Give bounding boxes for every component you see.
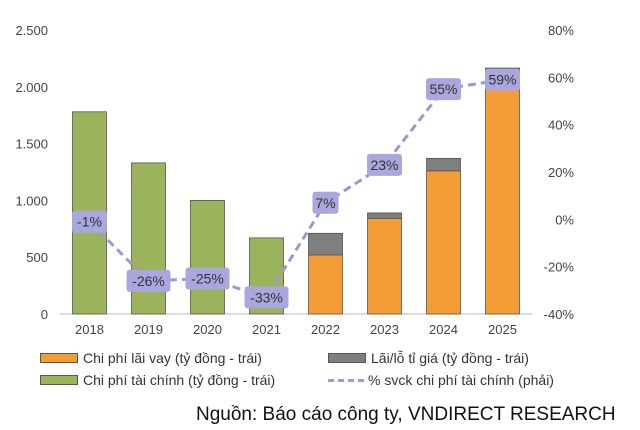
bar	[308, 254, 343, 315]
legend-label: % svck chi phí tài chính (phải)	[368, 372, 554, 388]
data-label: 59%	[488, 72, 516, 88]
x-tick: 2019	[134, 322, 163, 337]
data-label: -1%	[77, 214, 102, 230]
legend-label: Chi phí lãi vay (tỷ đồng - trái)	[83, 350, 262, 366]
legend-item-interest: Chi phí lãi vay (tỷ đồng - trái)	[40, 350, 262, 366]
y-right-tick: 80%	[548, 23, 574, 38]
legend-item-yoy: % svck chi phí tài chính (phải)	[328, 372, 554, 388]
x-tick: 2020	[193, 322, 222, 337]
y-left-tick: 1.500	[15, 137, 48, 152]
source-note: Nguồn: Báo cáo công ty, VNDIRECT RESEARC…	[196, 404, 616, 425]
data-label: -25%	[191, 271, 224, 287]
x-tick: 2022	[311, 322, 340, 337]
data-label-box	[367, 153, 402, 176]
data-label: -26%	[132, 273, 165, 289]
bar	[485, 70, 520, 315]
legend-label: Chi phí tài chính (tỷ đồng - trái)	[83, 372, 276, 388]
y-right-tick: 20%	[548, 165, 574, 180]
data-label-box	[244, 286, 289, 309]
chart: 0 500 1.000 1.500 2.000 2.500 -40% -20% 0% 20% 40%…	[15, 23, 575, 337]
y-left-tick: 500	[26, 250, 48, 265]
legend-swatch	[40, 353, 78, 363]
bar	[308, 232, 343, 256]
bar	[426, 170, 461, 315]
legend-item-fx: Lãi/lỗ tỉ giá (tỷ đồng - trái)	[328, 350, 529, 366]
x-tick: 2025	[488, 322, 517, 337]
data-label-box	[185, 267, 230, 290]
x-tick: 2023	[370, 322, 399, 337]
y-right-tick: 40%	[548, 118, 574, 133]
data-label: 23%	[370, 157, 398, 173]
x-tick: 2021	[252, 322, 281, 337]
data-label: -33%	[250, 289, 283, 305]
bar	[426, 157, 461, 172]
legend-label: Lãi/lỗ tỉ giá (tỷ đồng - trái)	[371, 350, 529, 366]
data-label: 7%	[315, 195, 335, 211]
y-right-tick: 0%	[555, 212, 574, 227]
data-label-box	[126, 269, 171, 292]
x-tick: 2024	[429, 322, 458, 337]
data-label: 55%	[429, 81, 457, 97]
x-tick: 2018	[75, 322, 104, 337]
y-right-tick: -20%	[544, 260, 575, 275]
data-label-box	[312, 191, 339, 214]
y-right-tick: -40%	[544, 307, 575, 322]
y-left-tick: 0	[41, 307, 48, 322]
legend-swatch	[328, 353, 366, 363]
bar	[367, 218, 402, 315]
data-label-box	[485, 68, 520, 91]
y-right-tick: 60%	[548, 70, 574, 85]
legend-item-financial: Chi phí tài chính (tỷ đồng - trái)	[40, 372, 275, 388]
data-label-box	[72, 210, 107, 233]
legend-dash	[328, 378, 364, 382]
y-left-tick: 2.500	[15, 23, 48, 38]
bar	[190, 199, 225, 315]
y-left-tick: 1.000	[15, 193, 48, 208]
y-left-tick: 2.000	[15, 80, 48, 95]
data-label-box	[426, 78, 461, 101]
legend-swatch	[40, 375, 78, 385]
bar	[367, 212, 402, 219]
